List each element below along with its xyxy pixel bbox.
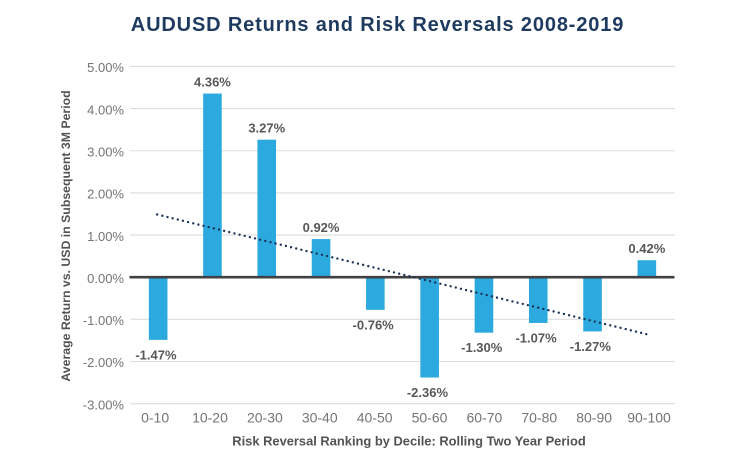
svg-text:2.00%: 2.00% [87,187,124,202]
svg-text:40-50: 40-50 [357,410,393,426]
svg-text:-1.00%: -1.00% [83,313,125,328]
svg-text:-1.07%: -1.07% [515,330,557,345]
svg-text:4.00%: 4.00% [87,102,124,117]
svg-text:0.00%: 0.00% [87,271,124,286]
svg-text:5.00%: 5.00% [87,60,124,75]
svg-text:0-10: 0-10 [141,410,169,426]
svg-text:80-90: 80-90 [576,410,612,426]
svg-text:-1.30%: -1.30% [461,340,503,355]
svg-text:-2.36%: -2.36% [407,385,449,400]
svg-text:3.27%: 3.27% [248,121,285,136]
svg-text:-1.47%: -1.47% [135,347,177,362]
svg-text:-2.00%: -2.00% [83,355,125,370]
svg-text:90-100: 90-100 [627,410,671,426]
svg-text:Average Return vs. USD in Subs: Average Return vs. USD in Subsequent 3M … [59,90,73,381]
svg-text:20-30: 20-30 [247,410,283,426]
svg-text:70-80: 70-80 [521,410,557,426]
svg-text:10-20: 10-20 [192,410,228,426]
svg-text:1.00%: 1.00% [87,229,124,244]
svg-text:Risk Reversal Ranking by Decil: Risk Reversal Ranking by Decile: Rolling… [232,434,586,449]
svg-text:4.36%: 4.36% [194,75,231,90]
svg-text:-3.00%: -3.00% [83,397,125,412]
svg-text:0.92%: 0.92% [303,220,340,235]
svg-text:AUDUSD Returns and Risk Revers: AUDUSD Returns and Risk Reversals 2008-2… [131,14,624,36]
svg-text:-0.76%: -0.76% [353,317,395,332]
svg-text:50-60: 50-60 [412,410,448,426]
svg-text:0.42%: 0.42% [628,241,665,256]
svg-text:60-70: 60-70 [466,410,502,426]
svg-text:3.00%: 3.00% [87,144,124,159]
svg-text:30-40: 30-40 [302,410,338,426]
svg-text:-1.27%: -1.27% [570,339,612,354]
